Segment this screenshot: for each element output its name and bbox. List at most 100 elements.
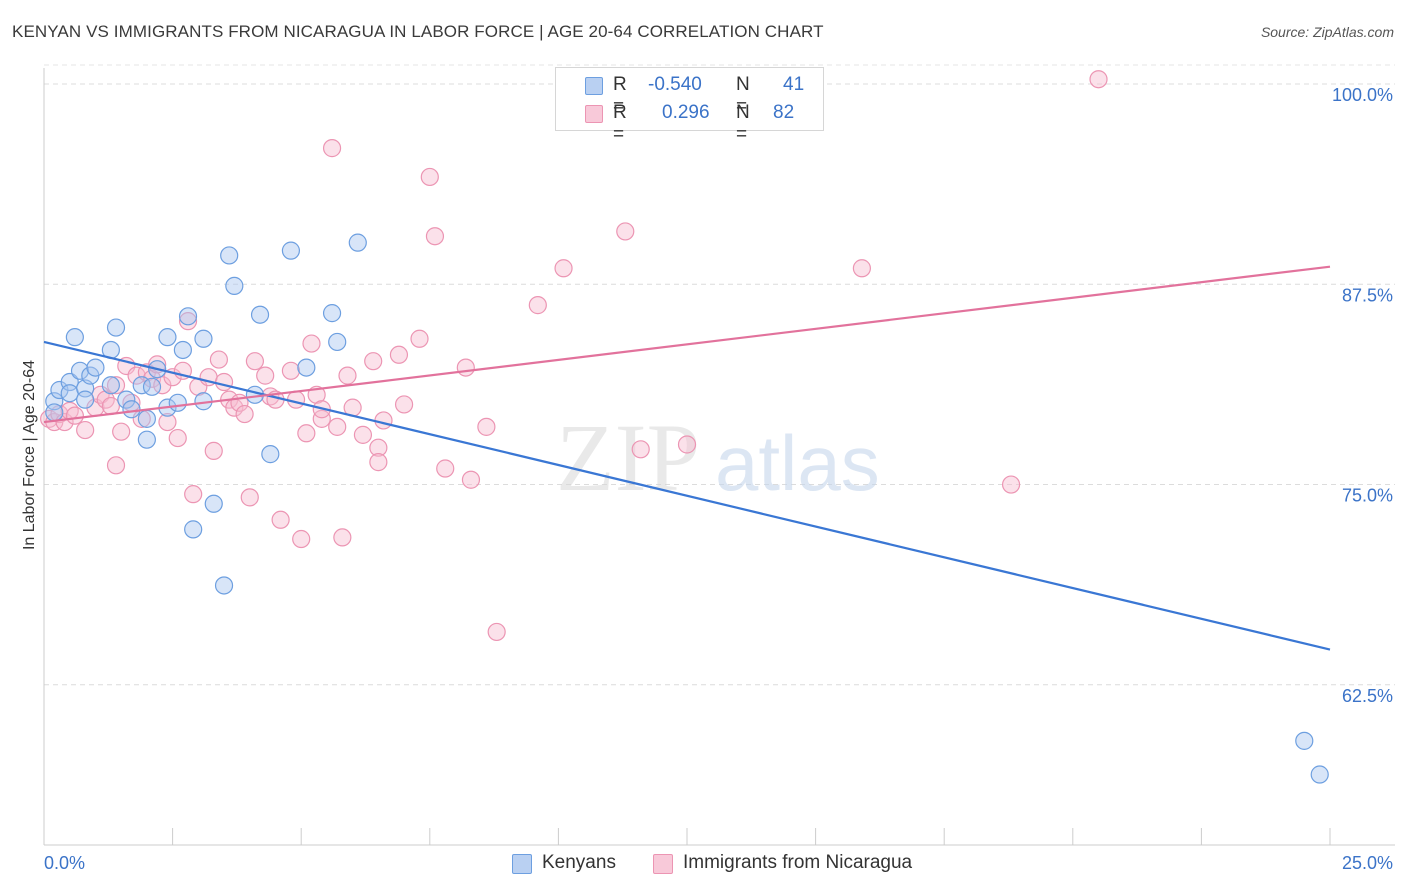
point-kenyans (106, 318, 126, 337)
point-kenyans (225, 276, 244, 295)
points-kenyans (45, 68, 1329, 784)
point-nicaragua (214, 372, 234, 392)
point-kenyans (70, 361, 90, 380)
point-nicaragua (389, 345, 409, 364)
y-axis-label-wrap: In Labor Force | Age 20-64 (18, 60, 42, 850)
point-nicaragua (852, 259, 871, 278)
point-nicaragua (528, 296, 547, 315)
point-nicaragua (245, 352, 265, 371)
point-kenyans (60, 384, 79, 403)
point-kenyans (158, 328, 177, 347)
chart-title: KENYAN VS IMMIGRANTS FROM NICARAGUA IN L… (12, 22, 824, 41)
point-kenyans (281, 241, 301, 260)
point-kenyans (184, 520, 203, 539)
point-nicaragua (1001, 475, 1021, 494)
point-kenyans (322, 304, 342, 323)
watermark-atlas: atlas (715, 419, 880, 507)
point-nicaragua (374, 411, 393, 430)
point-kenyans (220, 246, 239, 265)
axes (43, 68, 1395, 846)
point-kenyans (297, 358, 316, 377)
point-nicaragua (554, 259, 573, 278)
point-kenyans (45, 403, 64, 422)
point-kenyans (137, 409, 156, 428)
grid (44, 64, 1395, 686)
legend-r-value: -0.540 (648, 74, 702, 95)
legend-r-value: 0.296 (662, 102, 710, 123)
y-tick-label: 100.0% (1332, 85, 1393, 105)
point-nicaragua (271, 510, 290, 529)
point-kenyans (168, 393, 187, 412)
point-nicaragua (425, 227, 445, 246)
legend-r-label: R = (613, 102, 627, 145)
point-nicaragua (106, 456, 126, 475)
point-nicaragua (76, 420, 95, 440)
bottom-legend-swatch-nicaragua (653, 854, 673, 874)
trend-line-kenyans (43, 340, 1331, 651)
point-nicaragua (436, 459, 455, 478)
point-nicaragua (256, 366, 275, 385)
point-nicaragua (631, 440, 650, 459)
y-tick-label: 87.5% (1342, 285, 1393, 305)
legend-swatch-kenyans (585, 77, 603, 95)
point-nicaragua (158, 412, 177, 432)
point-kenyans (1310, 765, 1329, 784)
point-nicaragua (101, 396, 120, 416)
y-axis-label: In Labor Force | Age 20-64 (21, 359, 38, 551)
point-kenyans (328, 332, 347, 352)
point-nicaragua (240, 488, 259, 507)
point-nicaragua (461, 470, 481, 489)
point-kenyans (348, 233, 367, 252)
point-nicaragua (369, 438, 388, 457)
point-nicaragua (106, 376, 126, 395)
point-kenyans (214, 576, 234, 595)
point-nicaragua (65, 406, 84, 425)
point-nicaragua (410, 329, 429, 348)
source-label: Source: ZipAtlas.com (1260, 24, 1394, 40)
point-nicaragua (297, 424, 316, 443)
point-nicaragua (112, 422, 131, 441)
point-nicaragua (302, 334, 321, 353)
legend-n-label: N = (736, 102, 750, 145)
point-nicaragua (235, 404, 254, 424)
point-nicaragua (338, 366, 357, 385)
point-kenyans (117, 390, 136, 409)
point-nicaragua (333, 528, 352, 547)
point-kenyans (101, 376, 120, 395)
tick-labels: 62.5% 75.0% 87.5% 100.0% 0.0% 25.0% (44, 85, 1393, 873)
point-kenyans (76, 390, 95, 409)
point-nicaragua (286, 390, 306, 409)
point-nicaragua (353, 425, 373, 444)
point-nicaragua (1089, 70, 1108, 89)
bottom-legend-label-kenyans: Kenyans (542, 852, 616, 873)
point-kenyans (173, 340, 192, 360)
point-kenyans (142, 377, 162, 396)
point-nicaragua (420, 167, 439, 187)
bottom-legend-label-nicaragua: Immigrants from Nicaragua (683, 852, 913, 873)
x-tick-label-max: 25.0% (1342, 853, 1393, 873)
point-nicaragua (477, 417, 496, 436)
point-kenyans (194, 329, 213, 348)
point-kenyans (178, 307, 198, 326)
point-kenyans (65, 328, 84, 347)
point-nicaragua (456, 358, 475, 377)
watermark: ZIP atlas (556, 404, 880, 511)
point-nicaragua (322, 139, 342, 158)
point-nicaragua (677, 435, 697, 454)
point-nicaragua (328, 417, 347, 436)
trend-line-nicaragua (43, 265, 1331, 424)
point-nicaragua (364, 352, 383, 371)
point-nicaragua (204, 441, 223, 460)
point-nicaragua (394, 395, 414, 414)
point-nicaragua (168, 428, 187, 448)
point-kenyans (261, 445, 280, 464)
point-nicaragua (178, 312, 198, 331)
point-kenyans (1295, 731, 1314, 750)
point-nicaragua (281, 361, 301, 380)
stats-legend: R = -0.540 N = 41 R = 0.296 N = 82 (555, 67, 824, 145)
point-nicaragua (292, 529, 311, 549)
points-nicaragua (40, 70, 1108, 642)
point-nicaragua (312, 409, 331, 428)
point-nicaragua (369, 453, 388, 472)
